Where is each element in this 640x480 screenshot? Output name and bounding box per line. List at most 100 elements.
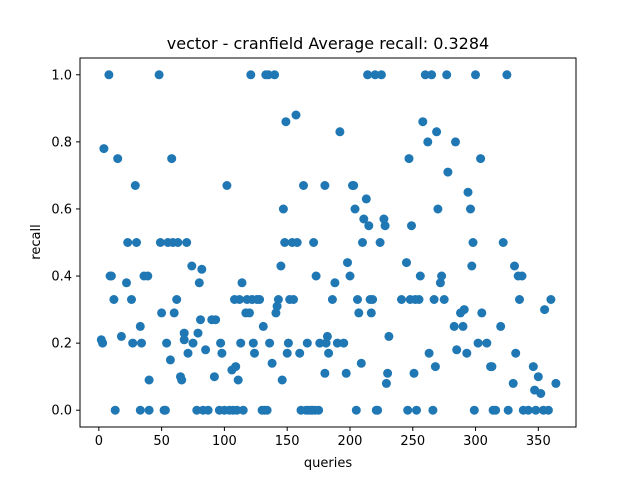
data-point-125 — [335, 127, 345, 137]
data-point-188 — [463, 187, 473, 197]
data-point-136 — [356, 358, 366, 368]
data-point-97 — [282, 348, 292, 358]
data-point-199 — [487, 362, 497, 372]
data-point-101 — [289, 295, 298, 304]
data-point-119 — [321, 338, 331, 348]
data-point-171 — [428, 405, 438, 415]
data-point-106 — [299, 181, 308, 190]
data-point-161 — [409, 368, 419, 378]
data-point-104 — [295, 348, 305, 358]
data-point-213 — [523, 405, 533, 415]
data-point-144 — [368, 295, 378, 304]
data-point-48 — [197, 264, 207, 274]
data-point-147 — [373, 405, 383, 415]
data-point-220 — [540, 305, 550, 315]
data-point-203 — [498, 238, 508, 247]
data-point-9 — [116, 331, 126, 341]
data-point-85 — [263, 70, 273, 80]
x-tick-label-3: 150 — [275, 434, 300, 449]
data-point-66 — [233, 375, 243, 385]
data-point-11 — [123, 238, 133, 247]
data-point-31 — [167, 154, 177, 164]
x-axis: 0 50 100 150 200 250 300 350 — [95, 427, 551, 449]
data-point-217 — [533, 372, 543, 382]
data-point-207 — [510, 261, 519, 271]
data-point-185 — [458, 321, 468, 331]
data-point-210 — [515, 295, 524, 304]
data-point-183 — [452, 345, 462, 355]
data-point-132 — [350, 204, 360, 214]
data-point-15 — [132, 238, 141, 247]
data-point-12 — [127, 295, 136, 304]
y-tick-label-4: 0.8 — [51, 135, 72, 150]
data-point-102 — [291, 110, 301, 120]
data-point-59 — [222, 181, 232, 190]
data-point-174 — [432, 127, 442, 137]
data-point-117 — [320, 181, 330, 190]
data-point-76 — [248, 338, 258, 348]
data-point-33 — [169, 308, 179, 318]
data-point-25 — [157, 308, 167, 318]
data-point-40 — [182, 238, 192, 247]
x-tick-label-2: 100 — [212, 434, 237, 449]
data-point-18 — [137, 338, 146, 348]
data-point-64 — [231, 362, 241, 372]
data-point-20 — [143, 271, 153, 281]
data-point-94 — [278, 204, 288, 214]
data-point-193 — [471, 70, 480, 80]
data-point-8 — [113, 154, 123, 164]
data-point-5 — [106, 271, 116, 281]
chart-title: vector - cranfield Average recall: 0.328… — [167, 34, 489, 53]
data-point-39 — [179, 328, 189, 338]
data-point-218 — [536, 389, 546, 398]
data-point-208 — [511, 348, 521, 358]
data-point-2 — [99, 144, 109, 154]
data-point-115 — [314, 405, 324, 415]
data-point-118 — [320, 368, 330, 378]
data-point-10 — [122, 278, 131, 288]
data-point-7 — [110, 405, 120, 415]
data-point-172 — [429, 295, 439, 304]
data-point-70 — [238, 405, 248, 415]
data-point-166 — [418, 117, 428, 127]
y-tick-label-3: 0.6 — [51, 202, 72, 217]
data-point-24 — [155, 238, 165, 247]
data-point-153 — [383, 368, 393, 378]
data-point-77 — [250, 348, 259, 358]
data-point-123 — [330, 278, 340, 288]
data-point-156 — [402, 258, 411, 268]
data-point-197 — [482, 338, 492, 348]
data-point-89 — [271, 308, 281, 318]
data-point-143 — [366, 308, 376, 318]
data-point-134 — [353, 295, 362, 304]
data-point-127 — [341, 368, 351, 378]
data-point-122 — [327, 295, 337, 304]
data-point-73 — [245, 308, 254, 318]
data-point-191 — [468, 238, 478, 247]
data-point-173 — [430, 362, 440, 372]
y-axis-label: recall — [29, 224, 44, 259]
plot-frame — [79, 57, 577, 428]
data-point-157 — [403, 405, 413, 415]
data-point-35 — [173, 238, 183, 247]
data-point-21 — [144, 375, 154, 385]
data-point-114 — [311, 271, 321, 281]
data-point-28 — [162, 338, 172, 348]
data-point-38 — [179, 335, 189, 345]
data-point-91 — [273, 295, 283, 304]
data-point-65 — [232, 405, 242, 415]
data-point-90 — [272, 301, 282, 311]
data-point-141 — [364, 221, 374, 231]
data-point-6 — [109, 295, 119, 304]
data-point-149 — [376, 70, 386, 80]
x-tick-label-5: 250 — [400, 434, 425, 449]
data-point-43 — [188, 338, 198, 348]
data-point-158 — [404, 154, 414, 164]
data-point-45 — [193, 328, 203, 338]
data-point-204 — [502, 70, 512, 80]
data-point-189 — [466, 204, 475, 214]
data-point-150 — [379, 214, 389, 224]
data-point-41 — [183, 348, 193, 358]
data-point-196 — [477, 308, 487, 318]
